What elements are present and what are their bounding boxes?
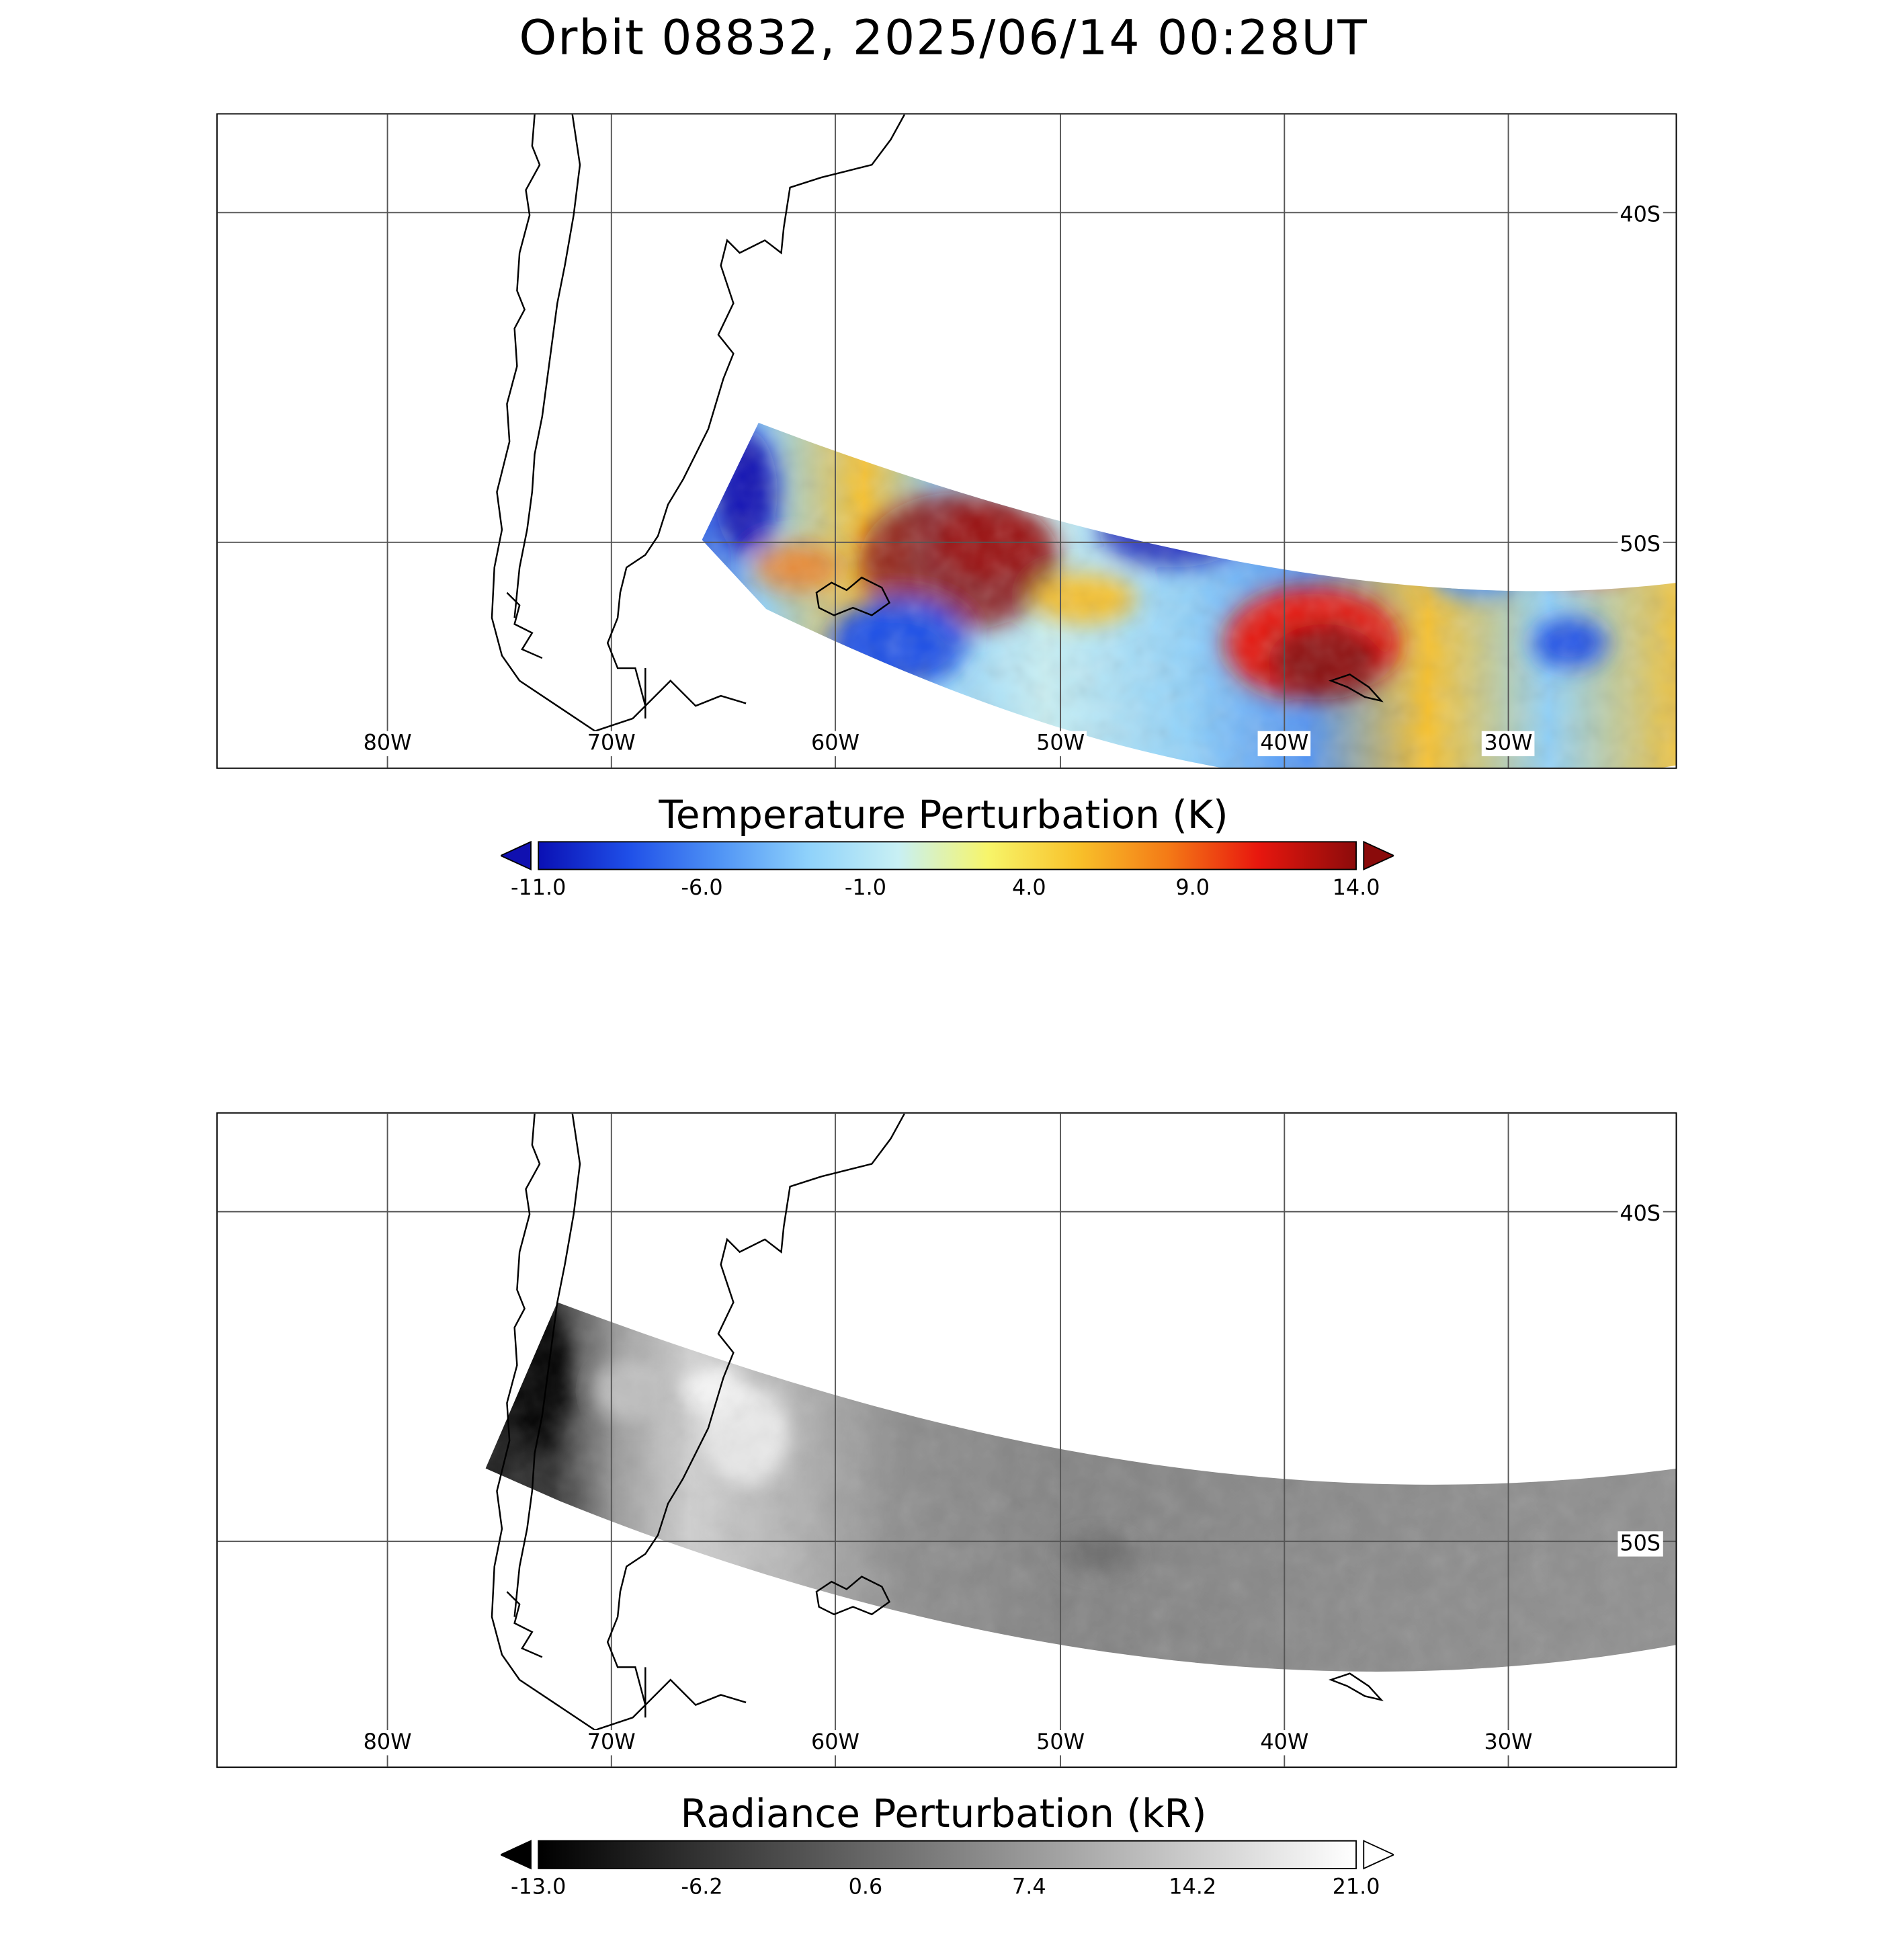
lon-label-80w: 80W xyxy=(360,1730,415,1756)
lon-label-80w: 80W xyxy=(360,731,415,757)
radiance-tick: 0.6 xyxy=(848,1875,883,1900)
colorbar-high-extend xyxy=(1363,1840,1394,1870)
temperature-map xyxy=(217,114,1676,768)
lon-label-30w: 30W xyxy=(1481,731,1536,757)
radiance-tick: 7.4 xyxy=(1011,1875,1046,1900)
lon-label-50w: 50W xyxy=(1034,731,1087,757)
temperature-colorbar-graphic xyxy=(501,840,1394,871)
radiance-colorbar-title: Radiance Perturbation (kR) xyxy=(680,1791,1207,1838)
lon-label-60w: 60W xyxy=(808,1730,862,1756)
radiance-map-panel: 80W 70W 60W 50W 40W 30W 40S 50S xyxy=(216,1112,1677,1768)
lon-label-70w: 70W xyxy=(585,731,638,757)
temperature-tick: 4.0 xyxy=(1011,875,1046,901)
radiance-tick: -6.2 xyxy=(681,1875,723,1900)
temperature-tick: 14.0 xyxy=(1332,875,1380,901)
temperature-tick: 9.0 xyxy=(1175,875,1210,901)
radiance-tick: 14.2 xyxy=(1169,1875,1217,1900)
figure-title: Orbit 08832, 2025/06/14 00:28UT xyxy=(519,9,1368,66)
coastline xyxy=(491,114,1384,732)
temperature-tick: -11.0 xyxy=(511,875,567,901)
coastline xyxy=(491,1113,1384,1731)
radiance-colorbar-graphic xyxy=(501,1840,1394,1870)
lat-label-40s: 40S xyxy=(1617,202,1663,228)
graticule xyxy=(217,1113,1676,1767)
lat-label-50s: 50S xyxy=(1617,1531,1663,1557)
lat-label-50s: 50S xyxy=(1617,532,1663,558)
radiance-map xyxy=(217,1113,1676,1767)
lon-label-30w: 30W xyxy=(1481,1730,1536,1756)
temperature-tick: -1.0 xyxy=(844,875,886,901)
lon-label-70w: 70W xyxy=(585,1730,638,1756)
temperature-colorbar: -11.0 -6.0 -1.0 4.0 9.0 14.0 xyxy=(501,840,1394,901)
graticule xyxy=(217,114,1676,768)
lon-label-50w: 50W xyxy=(1034,1730,1087,1756)
lat-label-40s: 40S xyxy=(1617,1201,1663,1227)
temperature-swath xyxy=(702,422,1676,768)
colorbar-low-extend xyxy=(501,1840,532,1870)
radiance-colorbar: -13.0 -6.2 0.6 7.4 14.2 21.0 xyxy=(501,1840,1394,1900)
radiance-tick: 21.0 xyxy=(1332,1875,1380,1900)
temperature-colorbar-title: Temperature Perturbation (K) xyxy=(659,792,1228,838)
colorbar-high-extend xyxy=(1363,840,1394,871)
lon-label-40w: 40W xyxy=(1257,1730,1312,1756)
lon-label-40w: 40W xyxy=(1257,731,1312,757)
radiance-tick: -13.0 xyxy=(511,1875,567,1900)
colorbar-low-extend xyxy=(501,840,532,871)
radiance-swath xyxy=(485,1302,1676,1672)
temperature-map-panel: 80W 70W 60W 50W 40W 30W 40S 50S xyxy=(216,113,1677,769)
lon-label-60w: 60W xyxy=(808,731,862,757)
temperature-tick: -6.0 xyxy=(681,875,723,901)
